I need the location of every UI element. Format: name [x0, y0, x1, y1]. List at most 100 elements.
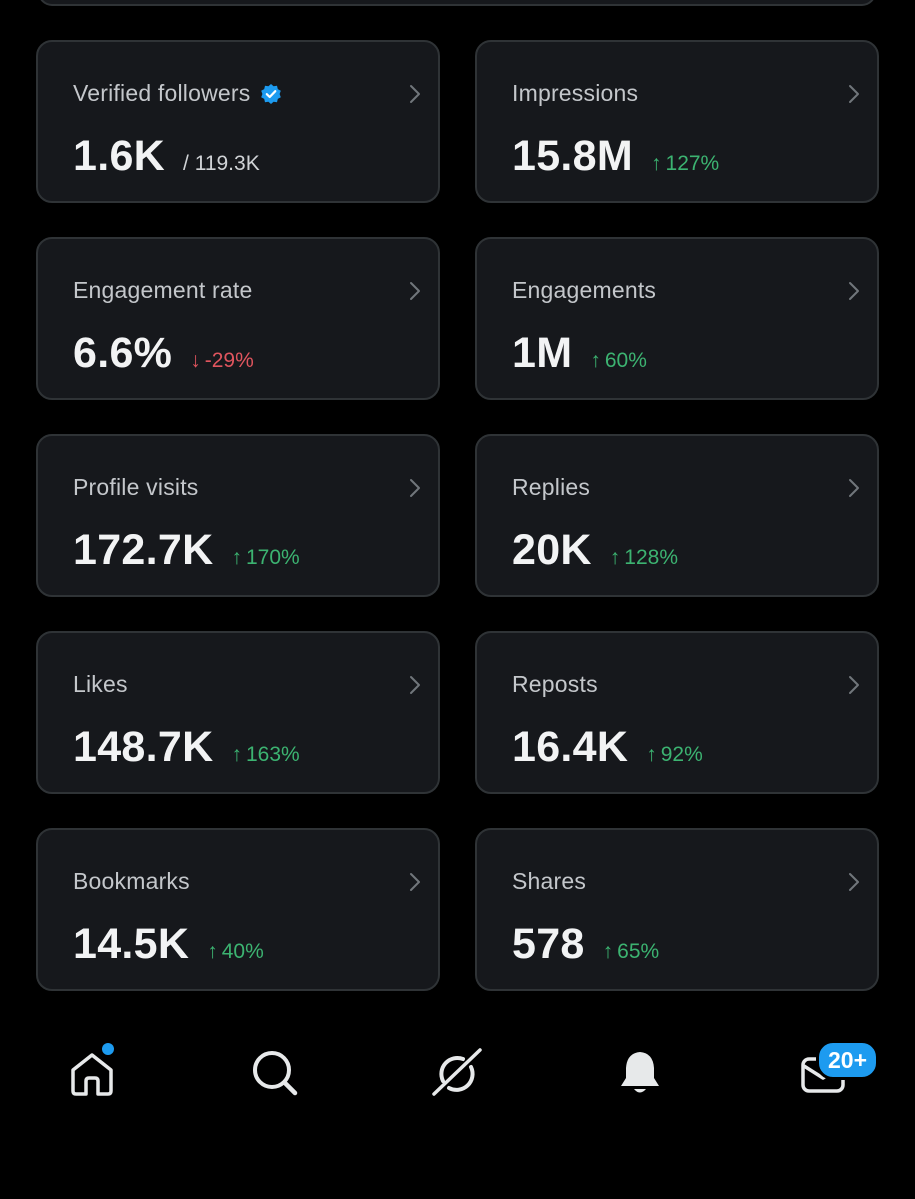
metric-label-row: Likes	[73, 671, 128, 698]
arrow-up-icon: ↑	[231, 743, 242, 766]
metrics-grid: Verified followers 1.6K / 119.3K Impress…	[36, 40, 879, 991]
metric-delta-value: 170%	[245, 546, 300, 569]
metric-value-row: 6.6% ↓ -29%	[73, 329, 254, 378]
metric-delta-value: 65%	[617, 940, 660, 963]
metric-label-row: Engagements	[512, 277, 656, 304]
arrow-up-icon: ↑	[207, 940, 218, 963]
metric-value: 578	[512, 920, 585, 968]
metric-label: Verified followers	[73, 80, 251, 106]
chevron-right-icon	[847, 281, 861, 301]
previous-card-edge	[38, 0, 876, 6]
arrow-up-icon: ↑	[651, 152, 662, 175]
metric-delta-value: 92%	[660, 743, 703, 766]
metric-value: 1.6K	[73, 132, 166, 180]
metric-value: 15.8M	[512, 132, 634, 180]
metric-label-row: Verified followers	[73, 80, 282, 107]
metric-label-row: Shares	[512, 868, 586, 895]
metric-value-row: 15.8M ↑ 127%	[512, 132, 719, 181]
metric-card-verified-followers[interactable]: Verified followers 1.6K / 119.3K	[36, 40, 440, 203]
metric-delta: ↑ 170%	[231, 546, 299, 570]
chevron-right-icon	[847, 675, 861, 695]
metric-value-row: 148.7K ↑ 163%	[73, 723, 300, 772]
metric-delta: ↓ -29%	[190, 349, 254, 373]
search-icon	[250, 1048, 300, 1098]
chevron-right-icon	[847, 478, 861, 498]
metric-delta-value: 60%	[604, 349, 647, 372]
metric-delta-value: 127%	[665, 152, 720, 175]
metric-value-row: 578 ↑ 65%	[512, 920, 659, 969]
metric-card-bookmarks[interactable]: Bookmarks 14.5K ↑ 40%	[36, 828, 440, 991]
metric-value-row: 16.4K ↑ 92%	[512, 723, 703, 772]
metric-value: 6.6%	[73, 329, 173, 377]
tab-home[interactable]	[67, 1048, 117, 1098]
metric-label-row: Reposts	[512, 671, 598, 698]
metric-value: 1M	[512, 329, 573, 377]
chevron-right-icon	[847, 872, 861, 892]
metric-value-row: 172.7K ↑ 170%	[73, 526, 300, 575]
metric-delta: ↑ 127%	[651, 152, 719, 176]
metric-card-replies[interactable]: Replies 20K ↑ 128%	[475, 434, 879, 597]
messages-count-badge: 20+	[816, 1040, 880, 1080]
metric-label: Replies	[512, 474, 591, 500]
metric-label-row: Profile visits	[73, 474, 199, 501]
metric-delta: ↑ 128%	[610, 546, 678, 570]
metric-label: Reposts	[512, 671, 598, 697]
metric-label: Shares	[512, 868, 587, 894]
arrow-down-icon: ↓	[190, 349, 201, 372]
metric-delta-value: 40%	[221, 940, 264, 963]
bottom-tab-bar: 20+	[0, 1030, 915, 1130]
home-unread-dot	[102, 1043, 114, 1055]
arrow-up-icon: ↑	[231, 546, 242, 569]
metric-card-engagements[interactable]: Engagements 1M ↑ 60%	[475, 237, 879, 400]
metric-card-likes[interactable]: Likes 148.7K ↑ 163%	[36, 631, 440, 794]
metric-card-reposts[interactable]: Reposts 16.4K ↑ 92%	[475, 631, 879, 794]
metric-value-row: 20K ↑ 128%	[512, 526, 678, 575]
metric-delta-value: 128%	[624, 546, 679, 569]
metric-card-shares[interactable]: Shares 578 ↑ 65%	[475, 828, 879, 991]
metric-label: Bookmarks	[73, 868, 190, 894]
metric-delta: ↑ 40%	[207, 940, 264, 964]
arrow-up-icon: ↑	[646, 743, 657, 766]
metric-label-row: Bookmarks	[73, 868, 190, 895]
metric-label: Engagements	[512, 277, 657, 303]
metric-value: 16.4K	[512, 723, 629, 771]
metric-label: Likes	[73, 671, 128, 697]
tab-grok[interactable]	[432, 1048, 482, 1098]
metric-value-row: 1.6K / 119.3K	[73, 132, 260, 181]
arrow-up-icon: ↑	[590, 349, 601, 372]
metric-delta: ↑ 65%	[603, 940, 660, 964]
metric-card-engagement-rate[interactable]: Engagement rate 6.6% ↓ -29%	[36, 237, 440, 400]
verified-badge-icon	[260, 83, 282, 105]
metric-value: 172.7K	[73, 526, 214, 574]
chevron-right-icon	[408, 84, 422, 104]
metric-label-row: Engagement rate	[73, 277, 252, 304]
metric-card-impressions[interactable]: Impressions 15.8M ↑ 127%	[475, 40, 879, 203]
metric-label: Engagement rate	[73, 277, 253, 303]
arrow-up-icon: ↑	[602, 940, 614, 963]
home-icon	[67, 1048, 117, 1098]
chevron-right-icon	[408, 872, 422, 892]
metric-label: Profile visits	[73, 474, 199, 500]
tab-notifications[interactable]	[615, 1048, 665, 1098]
metric-value-row: 1M ↑ 60%	[512, 329, 647, 378]
chevron-right-icon	[847, 84, 861, 104]
metric-delta: ↑ 92%	[646, 743, 703, 767]
metric-value-row: 14.5K ↑ 40%	[73, 920, 264, 969]
metric-delta: ↑ 163%	[231, 743, 299, 767]
chevron-right-icon	[408, 675, 422, 695]
metric-value: 20K	[512, 526, 592, 574]
metric-label: Impressions	[512, 80, 639, 106]
bell-icon	[615, 1048, 665, 1098]
metric-value: 148.7K	[73, 723, 214, 771]
chevron-right-icon	[408, 281, 422, 301]
tab-search[interactable]	[250, 1048, 300, 1098]
chevron-right-icon	[408, 478, 422, 498]
metric-delta: ↑ 60%	[590, 349, 647, 373]
metric-total: / 119.3K	[183, 152, 260, 175]
metric-card-profile-visits[interactable]: Profile visits 172.7K ↑ 170%	[36, 434, 440, 597]
arrow-up-icon: ↑	[609, 546, 621, 569]
metric-label-row: Impressions	[512, 80, 638, 107]
metric-value: 14.5K	[73, 920, 190, 968]
metric-delta-value: -29%	[204, 349, 254, 372]
grok-icon	[432, 1048, 482, 1098]
